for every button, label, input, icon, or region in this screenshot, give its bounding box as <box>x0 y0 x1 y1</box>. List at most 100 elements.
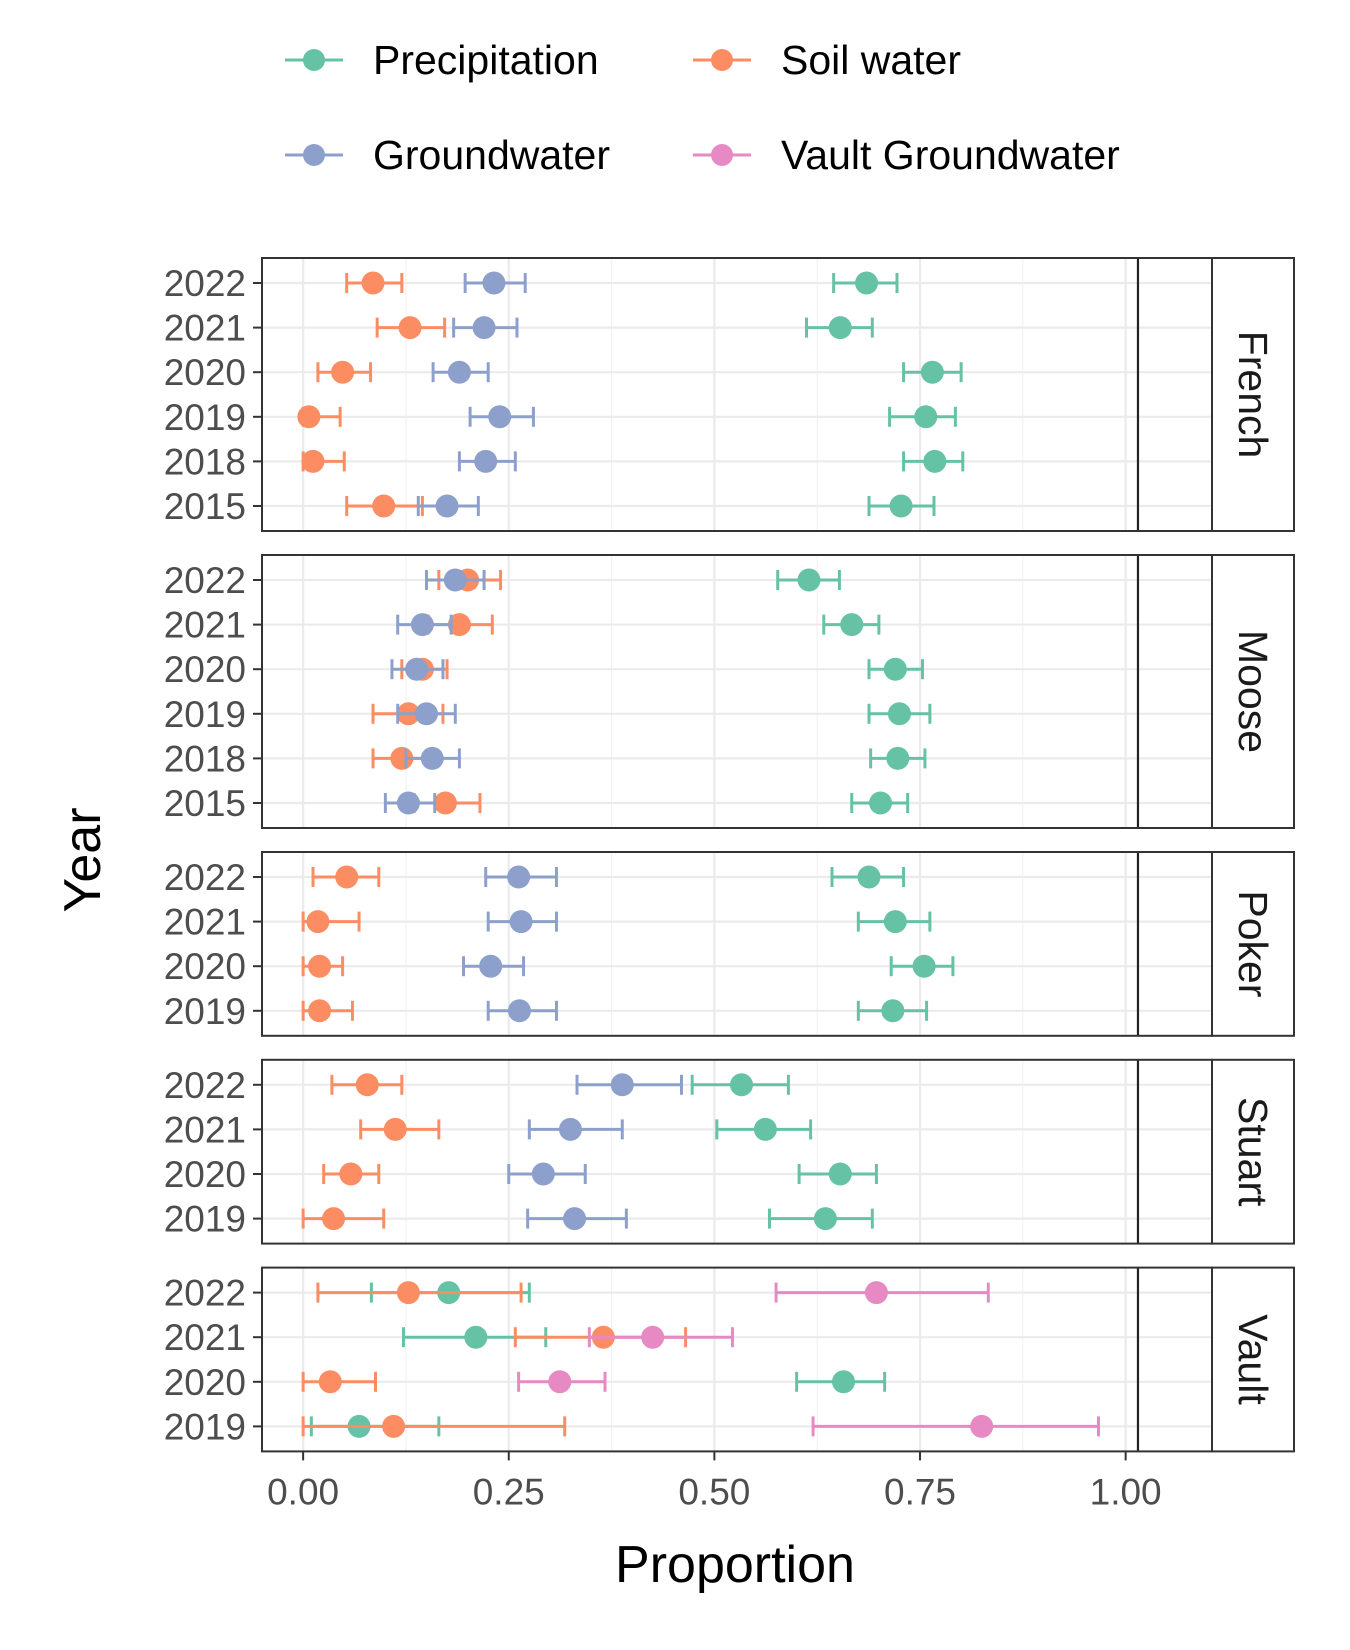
data-point <box>479 954 503 978</box>
point-precipitation-2020 <box>889 954 955 978</box>
data-point <box>970 1414 994 1438</box>
point-groundwater-2019 <box>396 702 457 726</box>
point-groundwater-2020 <box>462 954 526 978</box>
data-point <box>507 865 531 889</box>
data-point <box>405 657 429 681</box>
data-point <box>361 271 385 295</box>
y-tick-label: 2020 <box>164 649 246 690</box>
point-vault-2019 <box>811 1414 1100 1438</box>
y-tick-label: 2021 <box>164 605 246 646</box>
point-groundwater-2015 <box>416 494 480 518</box>
point-groundwater-2019 <box>468 405 535 429</box>
point-soil-2019 <box>301 1414 567 1438</box>
point-vault-2020 <box>517 1370 607 1394</box>
y-tick-label: 2019 <box>164 397 246 438</box>
legend-label-precipitation: Precipitation <box>373 37 599 83</box>
data-point <box>828 1162 852 1186</box>
data-point <box>331 360 355 384</box>
point-soil-2020 <box>316 360 373 384</box>
data-point <box>472 316 496 340</box>
data-point <box>482 271 506 295</box>
point-precipitation-2018 <box>902 449 965 473</box>
data-point <box>641 1325 665 1349</box>
data-point <box>355 1073 379 1097</box>
data-point <box>443 568 467 592</box>
point-precipitation-2020 <box>867 657 924 681</box>
legend-item-precipitation: Precipitation <box>285 37 599 83</box>
point-precipitation-2015 <box>850 791 910 815</box>
data-point <box>301 449 325 473</box>
point-precipitation-2022 <box>776 568 841 592</box>
point-precipitation-2021 <box>822 613 881 637</box>
y-axis-title: Year <box>54 807 112 912</box>
data-point <box>306 910 330 934</box>
data-point <box>507 999 531 1023</box>
legend-item-groundwater: Groundwater <box>285 132 610 178</box>
point-precipitation-2019 <box>856 999 929 1023</box>
data-point <box>887 702 911 726</box>
point-groundwater-2015 <box>383 791 437 815</box>
data-point <box>396 791 420 815</box>
strip-background <box>1211 257 1295 532</box>
panel-background <box>262 1267 1212 1452</box>
panel-background <box>262 555 1212 828</box>
legend-dot-vault <box>711 144 733 166</box>
y-tick-label: 2020 <box>164 946 246 987</box>
data-point <box>335 865 359 889</box>
data-point <box>435 494 459 518</box>
point-soil-2022 <box>345 271 404 295</box>
data-point <box>464 1325 488 1349</box>
y-tick-label: 2021 <box>164 1109 246 1150</box>
data-point <box>828 316 852 340</box>
data-point <box>390 746 414 770</box>
y-tick-label: 2021 <box>164 902 246 943</box>
point-groundwater-2019 <box>526 1207 628 1231</box>
point-soil-2019 <box>301 1207 386 1231</box>
data-point <box>383 1117 407 1141</box>
point-groundwater-2020 <box>431 360 490 384</box>
strip-background <box>1211 1058 1295 1245</box>
data-point <box>886 746 910 770</box>
y-tick-label: 2022 <box>164 1273 246 1314</box>
point-soil-2018 <box>301 449 346 473</box>
point-groundwater-2020 <box>390 657 445 681</box>
x-tick-label: 0.75 <box>884 1471 956 1512</box>
point-precipitation-2021 <box>715 1117 813 1141</box>
point-soil-2019 <box>297 405 342 429</box>
point-groundwater-2022 <box>463 271 527 295</box>
data-point <box>923 449 947 473</box>
point-precipitation-2021 <box>805 316 874 340</box>
legend-label-soil: Soil water <box>781 37 961 83</box>
legend-label-vault: Vault Groundwater <box>781 132 1120 178</box>
point-groundwater-2021 <box>486 910 558 934</box>
data-point <box>420 746 444 770</box>
data-point <box>857 865 881 889</box>
data-point <box>864 1281 888 1305</box>
point-precipitation-2018 <box>869 746 927 770</box>
point-groundwater-2021 <box>396 613 453 637</box>
point-precipitation-2019 <box>767 1207 874 1231</box>
panel-background <box>262 258 1212 531</box>
x-tick-label: 0.50 <box>678 1471 750 1512</box>
x-axis-title: Proportion <box>615 1536 855 1594</box>
data-point <box>548 1370 572 1394</box>
y-tick-label: 2022 <box>164 560 246 601</box>
y-tick-label: 2015 <box>164 486 246 527</box>
data-point <box>396 1281 420 1305</box>
point-soil-2022 <box>311 865 381 889</box>
point-precipitation-2022 <box>830 865 906 889</box>
point-precipitation-2020 <box>797 1162 878 1186</box>
point-precipitation-2021 <box>856 910 932 934</box>
facets: 202220212020201920182015French2022202120… <box>164 257 1295 1453</box>
x-tick-label: 1.00 <box>1090 1471 1162 1512</box>
data-point <box>840 613 864 637</box>
point-groundwater-2021 <box>452 316 519 340</box>
data-point <box>881 999 905 1023</box>
point-precipitation-2019 <box>867 702 932 726</box>
point-groundwater-2020 <box>507 1162 587 1186</box>
data-point <box>753 1117 777 1141</box>
data-point <box>509 910 533 934</box>
point-soil-2022 <box>330 1073 404 1097</box>
